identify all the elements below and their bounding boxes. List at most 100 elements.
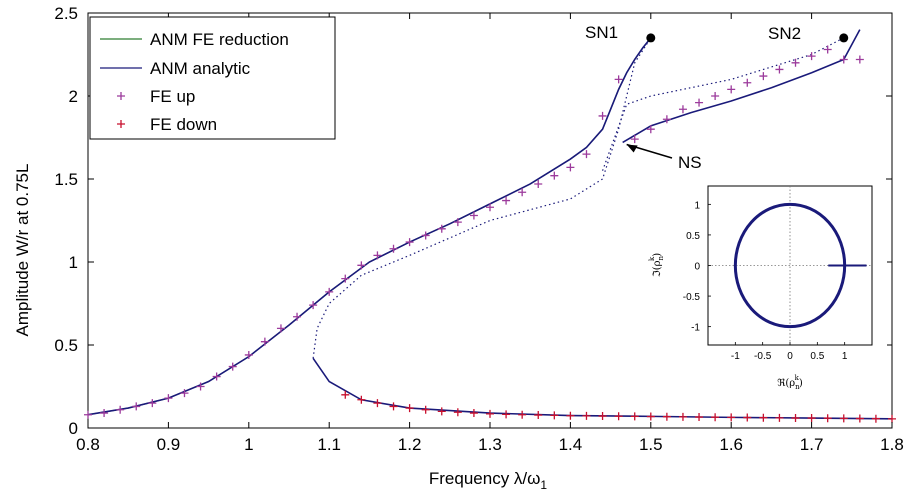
inset-y-tick-label: 0: [694, 262, 700, 273]
x-tick-label: 1.7: [800, 435, 824, 454]
x-tick-label: 1.6: [719, 435, 743, 454]
fe-down-marker: [888, 414, 896, 423]
fe-up-marker: [84, 410, 92, 419]
fe-up-marker: [276, 324, 285, 333]
fe-up-marker: [614, 75, 623, 84]
fe-down-marker: [357, 395, 366, 404]
fe-down-marker: [775, 413, 784, 422]
fe-down-marker: [486, 409, 494, 418]
fe-down-marker: [469, 409, 478, 418]
fe-down-marker: [598, 412, 607, 421]
inset-y-tick-label: 0.5: [686, 231, 700, 242]
inset-x-tick-label: -0.5: [754, 351, 772, 362]
fe-up-marker: [807, 52, 816, 61]
fe-up-marker: [116, 405, 125, 414]
fe-down-marker: [839, 414, 848, 423]
fe-up-marker: [469, 211, 478, 220]
x-tick-label: 1.1: [317, 435, 341, 454]
fe-down-marker: [711, 413, 720, 422]
fe-up-marker: [212, 372, 221, 381]
inset-y-tick-label: -0.5: [683, 292, 701, 303]
fe-up-marker: [357, 261, 366, 270]
fe-up-marker: [453, 218, 462, 227]
fe-up-marker: [678, 105, 687, 114]
fe-up-marker: [759, 72, 768, 81]
unstable-branch-1: [312, 37, 652, 359]
fe-down-marker: [614, 412, 623, 421]
fe-down-marker: [646, 412, 655, 421]
legend-marker-fe-down: [117, 120, 125, 128]
fe-up-marker: [823, 45, 832, 54]
fe-down-marker: [807, 414, 816, 423]
fe-down-marker: [566, 411, 575, 420]
fe-up-marker: [695, 98, 704, 107]
fe-up-marker: [341, 274, 350, 283]
legend-swatch-fe-up: [117, 92, 125, 100]
fe-up-marker: [100, 409, 109, 418]
fe-up-marker: [437, 224, 446, 233]
y-tick-label: 2: [69, 87, 78, 106]
fe-up-marker: [518, 188, 527, 197]
fe-up-marker: [662, 115, 671, 124]
fe-up-marker: [775, 65, 784, 74]
fe-up-marker: [164, 394, 173, 403]
fe-down-marker: [871, 414, 880, 423]
fe-down-marker: [421, 405, 430, 414]
fe-up-marker: [148, 399, 157, 408]
legend-label-fe-down: FE down: [150, 115, 217, 134]
inset-x-tick-label: 1: [842, 351, 848, 362]
legend: ANM FE reduction ANM analytic FE up FE d…: [89, 16, 336, 140]
x-tick-label: 0.9: [157, 435, 181, 454]
fe-up-marker: [389, 244, 398, 253]
annotation-sn2: SN2: [768, 24, 801, 43]
inset-x-tick-label: 0.5: [810, 351, 824, 362]
bifurcation-point: [839, 33, 849, 43]
markers-layer: [84, 33, 896, 423]
fe-down-marker: [437, 407, 446, 416]
legend-label-fe-reduction: ANM FE reduction: [150, 30, 289, 49]
fe-up-marker: [196, 382, 205, 391]
x-axis-title: Frequency λ/ω1: [429, 469, 548, 492]
fe-up-marker: [646, 125, 655, 134]
legend-swatch-fe-down: [117, 120, 125, 128]
fe-up-marker: [855, 55, 864, 64]
fe-down-marker: [405, 404, 414, 413]
annotation-sn1: SN1: [585, 23, 618, 42]
fe-up-marker: [598, 111, 607, 120]
eigenvalue-inset: -1 -0.5 0 0.5 1 1 0.5 0 -0.5 -1: [678, 181, 887, 410]
fe-down-marker: [453, 408, 462, 417]
fe-down-marker: [341, 390, 350, 399]
inset-y-tick-label: 1: [694, 200, 700, 211]
x-tick-label: 1: [244, 435, 253, 454]
ns-arrow-head: [626, 144, 638, 153]
y-tick-label: 2.5: [54, 4, 78, 23]
y-tick-label: 1: [69, 253, 78, 272]
upper-right-branch: [622, 29, 861, 144]
fe-up-marker: [743, 78, 752, 87]
fe-up-marker: [309, 301, 318, 310]
inset-x-tick-label: 0: [787, 351, 793, 362]
fe-down-marker: [727, 413, 736, 422]
fe-up-marker: [260, 337, 269, 346]
x-tick-label: 0.8: [76, 435, 100, 454]
fe-up-marker: [582, 150, 591, 159]
fe-up-marker: [293, 312, 302, 321]
fe-up-marker: [839, 55, 848, 64]
fe-down-marker: [695, 413, 704, 422]
fe-up-marker: [373, 251, 382, 260]
fe-down-marker: [502, 410, 511, 419]
fe-down-marker: [630, 412, 639, 421]
fe-up-marker: [180, 389, 189, 398]
x-tick-label: 1.5: [639, 435, 663, 454]
inset-y-title: ℑ(ρnk): [648, 253, 665, 278]
fe-up-marker: [325, 287, 334, 296]
fe-up-marker: [550, 171, 559, 180]
fe-down-marker: [823, 414, 832, 423]
x-tick-label: 1.3: [478, 435, 502, 454]
fe-up-marker: [727, 85, 736, 94]
fe-up-marker: [502, 196, 511, 205]
legend-label-fe-up: FE up: [150, 87, 195, 106]
fe-up-marker: [228, 362, 237, 371]
fe-down-marker: [791, 414, 800, 423]
